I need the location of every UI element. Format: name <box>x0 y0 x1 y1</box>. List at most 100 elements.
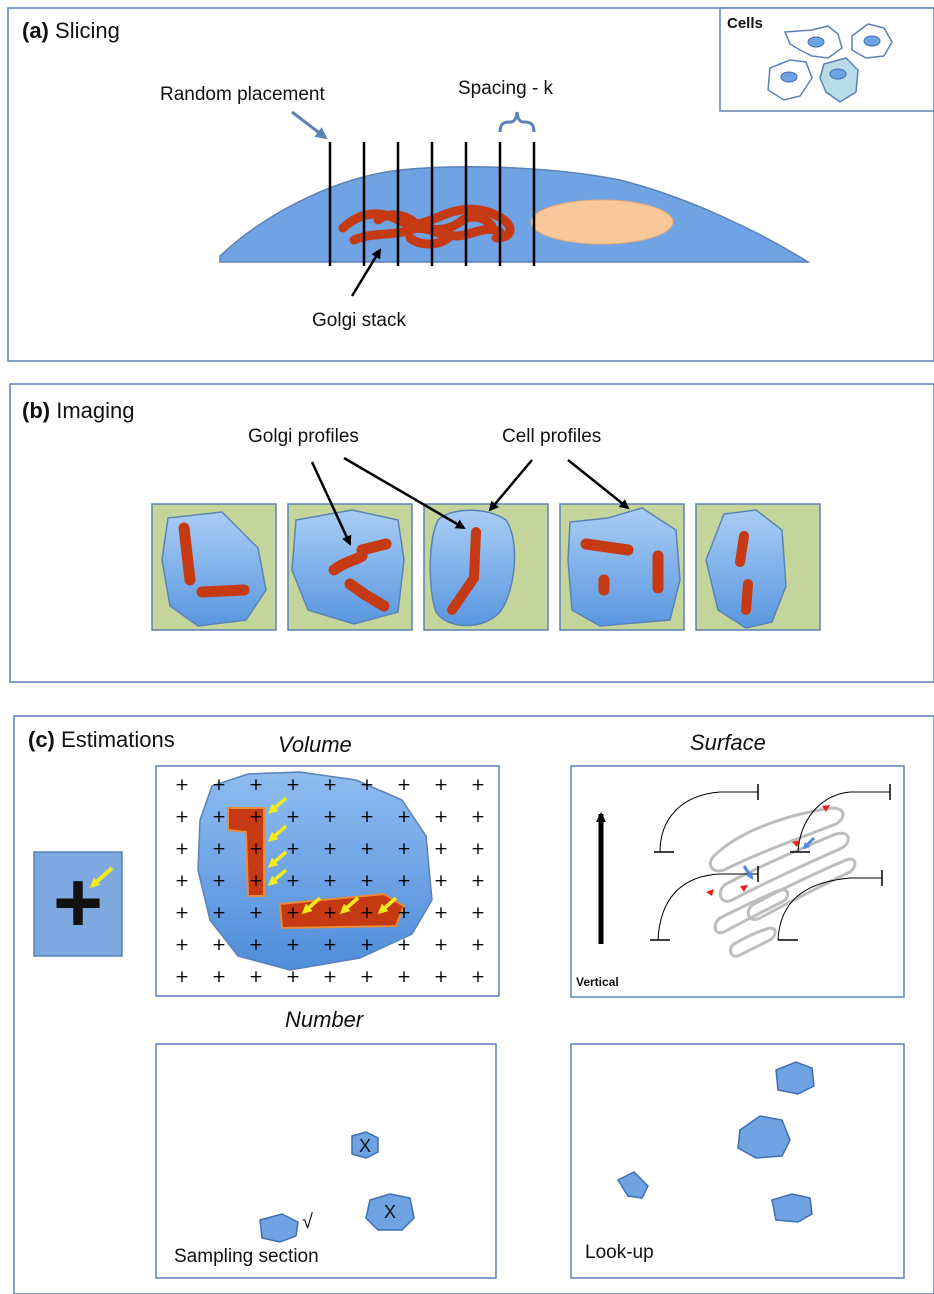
point-grid: + + + + + + + + + + + + + + + + + + + + + + + + + + + + + + + + + + + + + + + +… <box>175 775 485 987</box>
look-up-box: Look-up <box>570 1043 905 1279</box>
volume-box: + + + + + + + + + + + + + + + + + + + + + + + + + + + + + + + + + + + + + + + +… <box>155 765 500 997</box>
cell-nucleus <box>807 36 825 48</box>
grid-point: + <box>323 871 337 891</box>
grid-point: + <box>249 935 263 955</box>
profile-tile <box>287 503 413 631</box>
grid-point: + <box>286 839 300 859</box>
plus-probe-icon: + <box>53 855 103 951</box>
grid-point: + <box>397 871 411 891</box>
grid-point: + <box>175 807 189 827</box>
golgi-stack-label: Golgi stack <box>312 310 406 331</box>
arc-end-ticks <box>650 784 891 941</box>
grid-point: + <box>471 839 485 859</box>
excluded-mark: X <box>384 1202 396 1222</box>
cells-label: Cells <box>727 15 763 32</box>
cells-inset-frame <box>719 7 934 112</box>
grid-point: + <box>471 903 485 923</box>
grid-point: + <box>323 903 337 923</box>
slice-lines <box>328 142 536 266</box>
grid-point: + <box>286 807 300 827</box>
grid-point: + <box>212 775 226 795</box>
grid-point: + <box>286 903 300 923</box>
panel-c-heading: (c) Estimations <box>28 727 175 752</box>
golgi-profile <box>735 531 753 615</box>
grid-point: + <box>471 935 485 955</box>
grid-point: + <box>434 807 448 827</box>
golgi-profile <box>328 538 392 612</box>
grid-point: + <box>323 935 337 955</box>
particle <box>351 1131 379 1159</box>
nucleus <box>530 199 674 245</box>
grid-point: + <box>434 871 448 891</box>
grid-point: + <box>249 775 263 795</box>
grid-point: + <box>323 775 337 795</box>
grid-point: + <box>323 839 337 859</box>
grid-point: + <box>360 871 374 891</box>
intersection-markers <box>706 805 830 896</box>
grid-point: + <box>434 839 448 859</box>
grid-point: + <box>397 839 411 859</box>
grid-point: + <box>471 807 485 827</box>
grid-point: + <box>360 903 374 923</box>
grid-point: + <box>397 903 411 923</box>
grid-point: + <box>360 839 374 859</box>
surface-title: Surface <box>690 730 766 755</box>
excluded-mark: X <box>359 1136 371 1156</box>
grid-point: + <box>212 807 226 827</box>
panel-b: (b) Imaging <box>9 383 934 683</box>
cell-selected <box>819 57 859 103</box>
grid-point: + <box>212 903 226 923</box>
vertical-label: Vertical <box>576 975 619 989</box>
golgi-profiles-label: Golgi profiles <box>248 426 359 447</box>
point-probe-legend: + <box>33 851 123 957</box>
grid-point: + <box>397 807 411 827</box>
grid-point: + <box>286 935 300 955</box>
profile-tile <box>695 503 821 631</box>
volume-title: Volume <box>278 732 352 757</box>
grid-point: + <box>249 807 263 827</box>
grid-point: + <box>175 967 189 987</box>
profile-tiles <box>151 503 821 631</box>
cell-nucleus <box>863 35 881 47</box>
cell-nucleus <box>829 68 847 80</box>
grid-point: + <box>286 775 300 795</box>
particle <box>616 1171 649 1199</box>
grid-point: + <box>471 871 485 891</box>
cell-profile-arrow-2 <box>567 459 630 510</box>
spacing-label: Spacing - k <box>458 78 554 99</box>
counted-check: √ <box>302 1211 313 1233</box>
profile-tile <box>559 503 685 631</box>
grid-point: + <box>360 807 374 827</box>
grid-point: + <box>175 871 189 891</box>
grid-point: + <box>175 839 189 859</box>
grid-point: + <box>434 903 448 923</box>
golgi-profile-arrow-2 <box>343 456 466 530</box>
grid-point: + <box>471 967 485 987</box>
cell-nucleus <box>780 71 798 83</box>
golgi-profile-arrow-1 <box>310 461 352 546</box>
golgi-profile <box>227 807 265 897</box>
grid-point: + <box>323 967 337 987</box>
grid-point: + <box>175 903 189 923</box>
grid-point: + <box>471 775 485 795</box>
golgi-stack-arrow <box>350 248 382 297</box>
particle <box>259 1213 299 1243</box>
grid-point: + <box>175 935 189 955</box>
grid-point: + <box>360 775 374 795</box>
cell-profiles-label: Cell profiles <box>502 426 601 447</box>
golgi-profile <box>178 522 250 598</box>
golgi-stack <box>338 204 515 249</box>
cell-profile-arrow-1 <box>488 459 533 512</box>
cells-inset: Cells <box>719 7 934 112</box>
random-placement-arrow <box>291 110 328 140</box>
grid-point: + <box>212 839 226 859</box>
sampling-section-box: X X √ Sampling section <box>155 1043 497 1279</box>
grid-point: + <box>434 935 448 955</box>
particle <box>365 1193 415 1231</box>
panel-a-heading: (a) Slicing <box>22 18 120 43</box>
grid-point: + <box>212 935 226 955</box>
spacing-brace <box>498 111 536 133</box>
cell-profile <box>567 507 681 627</box>
grid-point: + <box>434 775 448 795</box>
